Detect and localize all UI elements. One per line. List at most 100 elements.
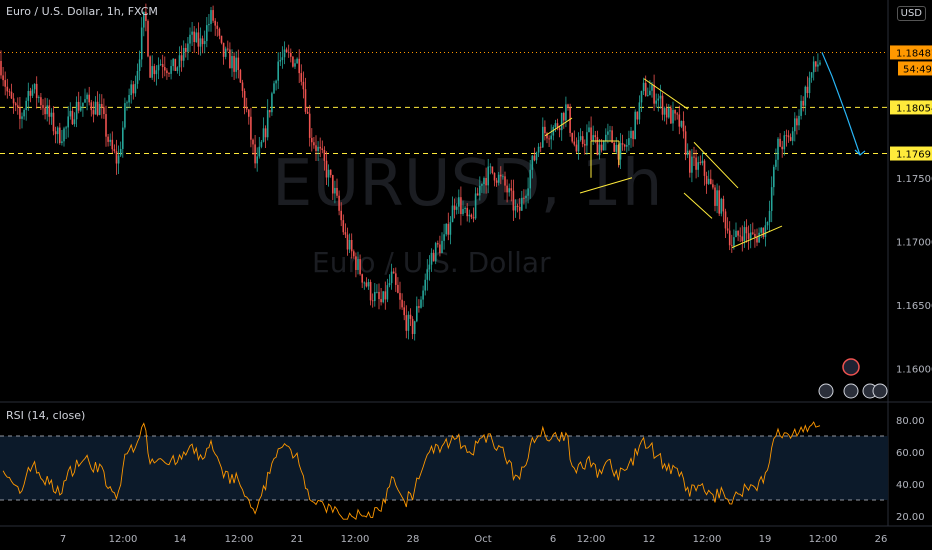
- candle-body: [159, 64, 162, 66]
- candle-body: [216, 25, 219, 29]
- candle-body: [495, 180, 498, 183]
- candle: [388, 274, 391, 288]
- candle-body: [185, 47, 187, 52]
- candle-body: [588, 127, 590, 133]
- candle-body: [29, 91, 32, 96]
- candle-body: [56, 127, 59, 135]
- candle-body: [59, 127, 61, 144]
- candle-body: [455, 206, 458, 210]
- candle-body: [479, 185, 481, 196]
- candle: [84, 88, 86, 103]
- candle-body: [256, 156, 258, 164]
- candle-body: [298, 58, 300, 74]
- candle-body: [752, 232, 754, 234]
- candle: [245, 97, 248, 113]
- candle-body: [766, 222, 769, 226]
- candle-body: [518, 206, 521, 211]
- candle: [0, 50, 2, 79]
- candle-body: [596, 137, 599, 156]
- candle-body: [413, 321, 416, 335]
- candle: [634, 109, 636, 140]
- candle-body: [510, 188, 513, 191]
- candle: [214, 18, 216, 36]
- currency-button[interactable]: USD: [896, 6, 926, 21]
- candle-body: [275, 80, 277, 84]
- candle: [136, 63, 139, 89]
- candle-body: [428, 264, 431, 270]
- candle: [208, 13, 210, 32]
- candle-body: [743, 227, 746, 242]
- candle: [474, 187, 477, 220]
- candle-body: [338, 195, 340, 211]
- candle-body: [787, 135, 790, 138]
- candle: [493, 172, 496, 187]
- candle-body: [189, 34, 191, 44]
- candle-body: [302, 81, 305, 90]
- candle-body: [739, 235, 741, 237]
- rsi-tick-label: 80.00: [896, 416, 925, 427]
- candle-body: [718, 190, 720, 214]
- candle: [770, 176, 773, 223]
- candle: [386, 278, 389, 303]
- candle-body: [67, 116, 69, 128]
- candle-body: [105, 114, 107, 137]
- candle: [311, 128, 313, 152]
- candle: [418, 299, 420, 313]
- candle: [710, 169, 712, 185]
- candle: [187, 37, 189, 61]
- candle-body: [138, 59, 141, 71]
- candle-body: [306, 111, 309, 114]
- candle-body: [806, 86, 809, 94]
- candle-body: [701, 160, 704, 164]
- candle-body: [537, 146, 540, 153]
- candle: [344, 223, 347, 238]
- candle: [460, 186, 462, 226]
- candle-body: [40, 97, 42, 106]
- candle-body: [157, 65, 160, 71]
- time-tick-label: 28: [407, 534, 420, 545]
- candle-body: [300, 73, 303, 82]
- candle: [441, 232, 443, 254]
- candle-body: [600, 144, 603, 151]
- candle-body: [489, 166, 492, 168]
- candle-body: [82, 102, 84, 107]
- candle: [424, 273, 426, 296]
- candle: [405, 305, 408, 339]
- candle: [174, 58, 177, 72]
- candle-body: [147, 20, 149, 57]
- candle: [806, 76, 809, 98]
- candle: [686, 143, 689, 159]
- time-tick-label: 14: [174, 534, 187, 545]
- candle: [539, 142, 542, 153]
- candle-body: [195, 32, 198, 43]
- candle-body: [367, 281, 370, 287]
- candle: [287, 44, 290, 58]
- candle: [407, 311, 410, 340]
- candle-body: [279, 60, 282, 62]
- candle-body: [516, 205, 519, 207]
- candle: [12, 93, 15, 114]
- candle-body: [737, 230, 739, 236]
- candle: [745, 219, 748, 243]
- candle-body: [174, 58, 177, 71]
- candle: [506, 179, 508, 203]
- countdown-bg: [898, 61, 932, 76]
- wedge-1-line-1: [544, 117, 573, 137]
- candle-body: [365, 282, 368, 287]
- candle-body: [405, 315, 408, 331]
- candle: [269, 109, 271, 118]
- candle-body: [126, 102, 128, 104]
- candle-body: [214, 20, 216, 26]
- candle-body: [571, 132, 573, 142]
- candle: [735, 222, 737, 238]
- candle-body: [143, 11, 145, 28]
- candle: [306, 106, 309, 115]
- candle-body: [819, 62, 821, 65]
- event-flag-icon: [818, 383, 834, 399]
- candle-body: [262, 128, 265, 142]
- candle: [804, 85, 807, 116]
- candle: [101, 94, 103, 119]
- candle: [71, 108, 74, 125]
- candle-body: [86, 94, 88, 100]
